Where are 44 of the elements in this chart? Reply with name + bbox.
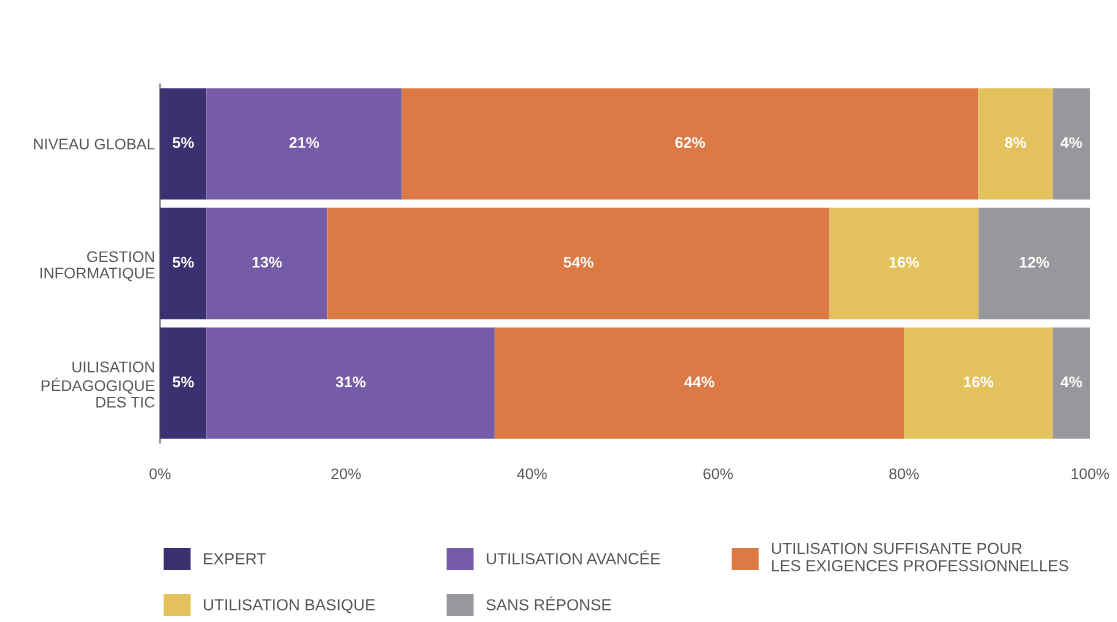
data-label: 5% bbox=[172, 256, 194, 268]
data-label: 62% bbox=[675, 137, 705, 148]
bar bbox=[206, 88, 402, 200]
y-tick-label: NIVEAU GLOBAL bbox=[34, 138, 155, 150]
legend-label: EXPERT bbox=[204, 553, 266, 565]
bar bbox=[829, 207, 979, 320]
data-label: 8% bbox=[1005, 137, 1027, 148]
data-label: 16% bbox=[964, 376, 994, 388]
bar bbox=[160, 207, 207, 320]
data-label: 4% bbox=[1060, 137, 1083, 148]
legend-label: SANS RÉPONSE bbox=[486, 596, 612, 611]
data-label: 21% bbox=[289, 137, 320, 148]
data-label: 4% bbox=[1060, 376, 1083, 388]
bar bbox=[904, 327, 1053, 439]
bar bbox=[978, 88, 1053, 200]
bar bbox=[160, 88, 207, 200]
x-tick-label: 80% bbox=[889, 468, 919, 480]
data-label: 13% bbox=[252, 256, 282, 268]
bar bbox=[160, 327, 207, 439]
data-label: 12% bbox=[1019, 256, 1050, 268]
x-tick-label: 100% bbox=[1071, 468, 1109, 480]
bar bbox=[401, 88, 979, 200]
data-label: 44% bbox=[684, 376, 715, 388]
legend-label: UTILISATION AVANCÉE bbox=[486, 550, 660, 565]
bar bbox=[1052, 327, 1090, 439]
x-tick-label: 40% bbox=[517, 468, 547, 480]
bar bbox=[978, 207, 1090, 320]
data-label: 16% bbox=[889, 256, 919, 268]
x-tick-label: 60% bbox=[703, 468, 733, 480]
x-tick-label: 0% bbox=[149, 468, 171, 480]
bar bbox=[206, 327, 495, 439]
data-label: 54% bbox=[563, 256, 594, 268]
bar bbox=[494, 327, 904, 439]
data-label: 5% bbox=[172, 376, 194, 388]
y-tick-label: UILISATION PÉDAGOGIQUE DES TIC bbox=[41, 361, 155, 408]
x-tick-label: 20% bbox=[331, 468, 361, 480]
bar bbox=[1052, 88, 1090, 200]
bar bbox=[206, 207, 328, 320]
legend-label: UTILISATION BASIQUE bbox=[203, 599, 375, 614]
legend-label: UTILISATION SUFFISANTE POUR LES EXIGENCES PROFESSIONNELLES bbox=[772, 542, 1069, 572]
data-label: 31% bbox=[335, 376, 366, 388]
bar bbox=[327, 207, 830, 320]
data-label: 5% bbox=[172, 137, 194, 148]
y-tick-label: GESTION INFORMATIQUE bbox=[40, 251, 155, 282]
